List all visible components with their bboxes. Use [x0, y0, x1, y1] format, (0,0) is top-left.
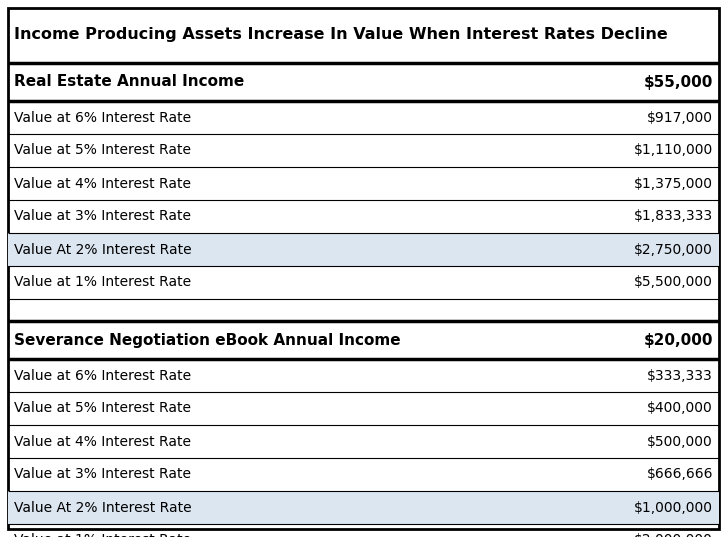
Text: $2,750,000: $2,750,000 — [634, 243, 713, 257]
Bar — [8, 233, 719, 266]
Text: Value at 4% Interest Rate: Value at 4% Interest Rate — [14, 177, 191, 191]
Text: $666,666: $666,666 — [646, 468, 713, 482]
Text: Value at 6% Interest Rate: Value at 6% Interest Rate — [14, 368, 191, 382]
Text: Value at 1% Interest Rate: Value at 1% Interest Rate — [14, 275, 191, 289]
Text: $333,333: $333,333 — [647, 368, 713, 382]
Text: $500,000: $500,000 — [647, 434, 713, 448]
Text: $20,000: $20,000 — [643, 332, 713, 347]
Text: Value at 5% Interest Rate: Value at 5% Interest Rate — [14, 402, 191, 416]
Text: Value at 3% Interest Rate: Value at 3% Interest Rate — [14, 209, 191, 223]
Text: $1,375,000: $1,375,000 — [634, 177, 713, 191]
Text: Value at 5% Interest Rate: Value at 5% Interest Rate — [14, 143, 191, 157]
Text: Value at 1% Interest Rate: Value at 1% Interest Rate — [14, 533, 191, 537]
Text: Value At 2% Interest Rate: Value At 2% Interest Rate — [14, 500, 192, 514]
Text: Value At 2% Interest Rate: Value At 2% Interest Rate — [14, 243, 192, 257]
Text: Real Estate Annual Income: Real Estate Annual Income — [14, 75, 244, 90]
Bar — [8, 491, 719, 524]
Text: $1,110,000: $1,110,000 — [634, 143, 713, 157]
Text: Income Producing Assets Increase In Value When Interest Rates Decline: Income Producing Assets Increase In Valu… — [14, 26, 668, 41]
Text: $917,000: $917,000 — [647, 111, 713, 125]
Text: Value at 3% Interest Rate: Value at 3% Interest Rate — [14, 468, 191, 482]
Text: $1,833,333: $1,833,333 — [634, 209, 713, 223]
Text: Severance Negotiation eBook Annual Income: Severance Negotiation eBook Annual Incom… — [14, 332, 401, 347]
Text: $55,000: $55,000 — [643, 75, 713, 90]
Text: Value at 6% Interest Rate: Value at 6% Interest Rate — [14, 111, 191, 125]
Text: $2,000,000: $2,000,000 — [634, 533, 713, 537]
Text: $5,500,000: $5,500,000 — [634, 275, 713, 289]
Text: $1,000,000: $1,000,000 — [634, 500, 713, 514]
Text: Value at 4% Interest Rate: Value at 4% Interest Rate — [14, 434, 191, 448]
Text: $400,000: $400,000 — [647, 402, 713, 416]
